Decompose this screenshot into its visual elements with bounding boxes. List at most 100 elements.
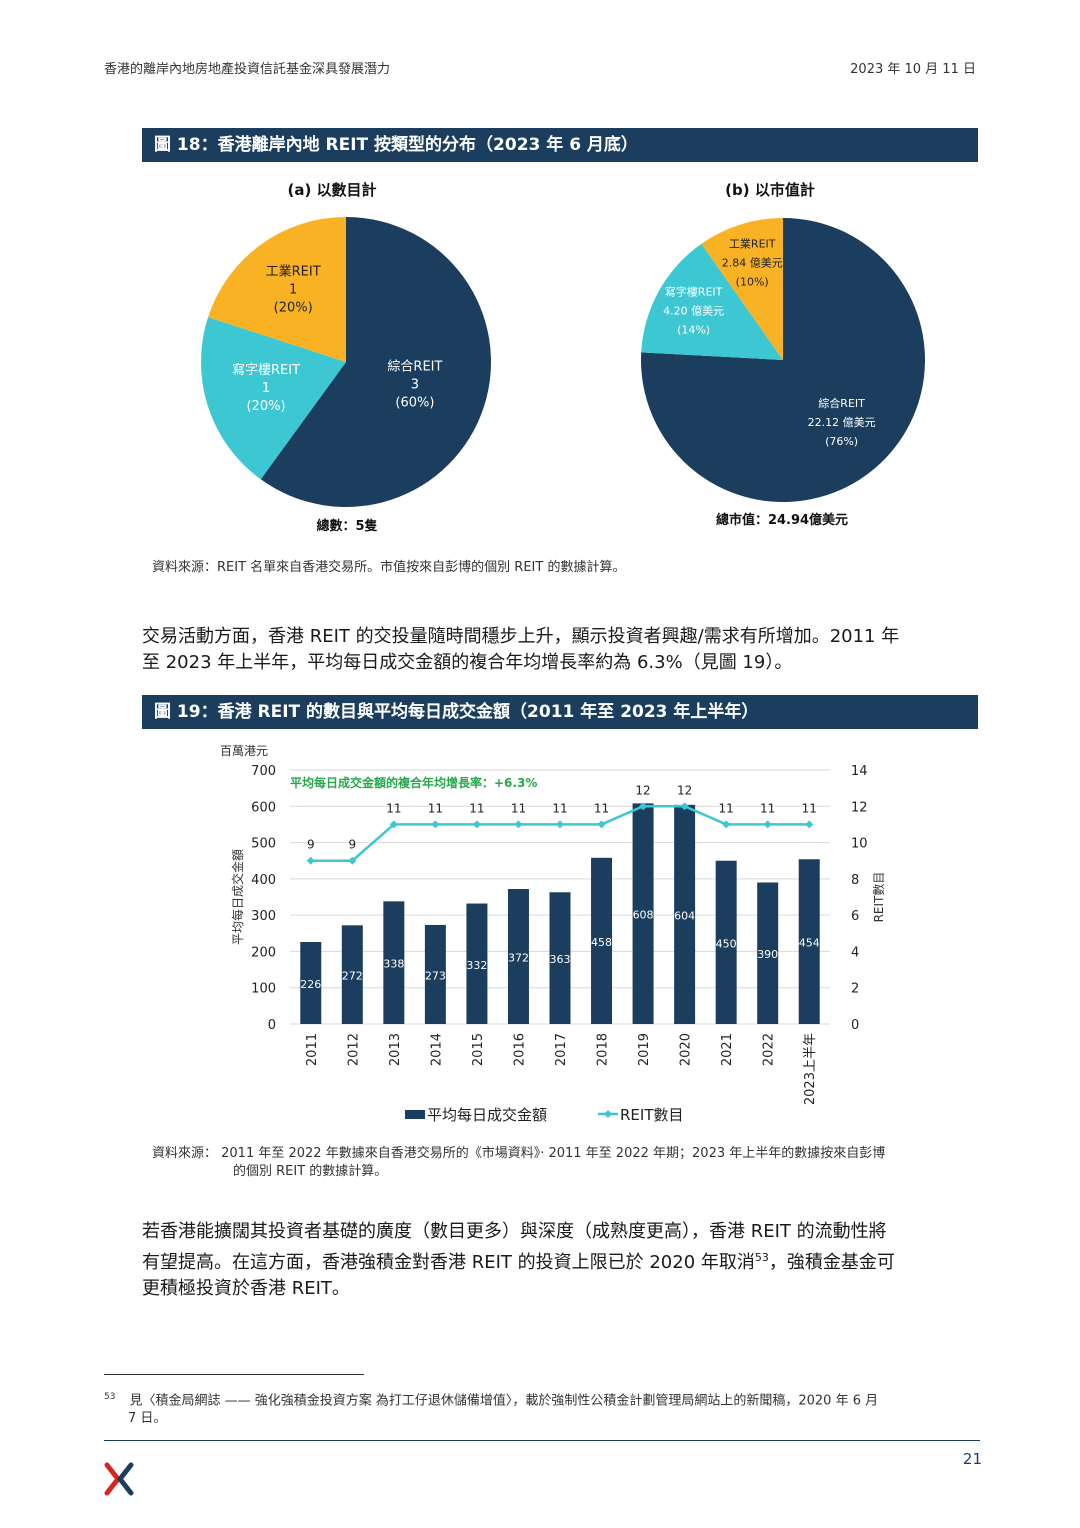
pie-slice <box>701 218 783 360</box>
bar-value-label: 226 <box>300 978 321 991</box>
x-tick-label: 2013 <box>388 1033 403 1066</box>
bar <box>549 892 571 1024</box>
bar <box>757 882 779 1024</box>
pie-slice-label: 4.20 億美元 <box>663 304 724 317</box>
line-point <box>389 820 398 829</box>
x-tick-label: 2021 <box>720 1033 735 1066</box>
pie-slice <box>208 217 346 362</box>
pie-slice-label: (10%) <box>736 276 769 289</box>
y-tick-label: 400 <box>251 873 276 888</box>
pie-slice-label: (20%) <box>246 399 285 414</box>
bar <box>424 924 446 1024</box>
bar-value-label: 332 <box>466 959 487 972</box>
y-right-tick-label: 6 <box>851 909 859 924</box>
pie-slice <box>201 317 346 480</box>
line-point <box>722 820 731 829</box>
paragraph-investor-base: 若香港能擴闊其投資者基礎的廣度（數目更多）與深度（成熟度更高），香港 REIT … <box>142 1219 978 1302</box>
bar-value-label: 458 <box>591 936 612 949</box>
bar <box>591 857 613 1024</box>
figure-18-source: 資料來源：REIT 名單來自香港交易所。市值按來自彭博的個別 REIT 的數據計… <box>152 560 626 575</box>
line-point <box>597 820 606 829</box>
line-point <box>680 802 689 811</box>
page-number: 21 <box>962 1450 982 1468</box>
y-right-tick-label: 10 <box>851 837 868 852</box>
x-tick-label: 2016 <box>512 1033 527 1066</box>
pie-slice-label: (76%) <box>825 435 858 448</box>
bar <box>674 804 696 1024</box>
x-tick-label: 2019 <box>637 1033 652 1066</box>
y-tick-label: 500 <box>251 837 276 852</box>
pie-slice-label: 3 <box>411 377 419 392</box>
bar-value-label: 454 <box>799 937 820 950</box>
source-line: 資料來源： 2011 年至 2022 年數據來自香港交易所的《市場資料》· 20… <box>152 1146 886 1161</box>
footnote: 53 見〈積金局網誌 —— 強化強積金投資方案 為打工仔退休儲備增值〉，載於強制性… <box>104 1388 980 1428</box>
line-point <box>639 802 648 811</box>
y-right-tick-label: 4 <box>851 945 859 960</box>
pie-total: 總市值：24.94億美元 <box>716 512 848 528</box>
line-point <box>805 820 814 829</box>
x-tick-label: 2018 <box>596 1033 611 1066</box>
y-tick-label: 100 <box>251 982 276 997</box>
bar-line-chart-reit-turnover: 百萬港元 0 100 200 300 400 500 600 700 0 2 4 6 8 10 12 14 平均每… <box>220 744 886 1124</box>
line-value-label: 11 <box>386 801 401 815</box>
y-right-axis-label: REIT數目 <box>872 872 886 923</box>
line-point <box>763 820 772 829</box>
paragraph-line: 更積極投資於香港 REIT。 <box>142 1278 350 1299</box>
hkex-logo-icon <box>104 1462 134 1496</box>
footnote-line: 53 見〈積金局網誌 —— 強化強積金投資方案 為打工仔退休儲備增值〉，載於強制性… <box>104 1388 980 1410</box>
bar-value-label: 338 <box>383 958 404 971</box>
pie-slice <box>260 217 491 507</box>
y-tick-label: 200 <box>251 945 276 960</box>
paragraph-text: 有望提高。在這方面，香港強積金對香港 REIT 的投資上限已於 2020 年取消 <box>142 1252 755 1273</box>
figure-19-banner: 圖 19：香港 REIT 的數目與平均每日成交金額（2011 年至 2023 年… <box>142 695 978 729</box>
legend-label: REIT數目 <box>620 1106 684 1124</box>
footnote-reference[interactable]: 53 <box>754 1251 769 1264</box>
pie-slice-label: 綜合REIT <box>818 396 865 410</box>
bar <box>300 941 322 1024</box>
footnote-text: 見〈積金局網誌 —— 強化強積金投資方案 為打工仔退休儲備增值〉，載於強制性公積… <box>129 1393 879 1409</box>
bar-value-label: 372 <box>508 952 529 965</box>
line-value-label: 9 <box>307 838 315 852</box>
line-value-label: 11 <box>760 801 775 815</box>
x-tick-label: 2023上半年 <box>803 1033 818 1105</box>
pie-slice-label: 22.12 億美元 <box>808 416 876 429</box>
line-point <box>514 820 523 829</box>
legend-marker <box>604 1110 612 1118</box>
bar <box>632 803 654 1024</box>
y-right-tick-label: 0 <box>851 1018 859 1033</box>
pie-slice-label: 1 <box>262 381 270 396</box>
pie-title: (a) 以數目計 <box>287 181 376 199</box>
bar <box>715 860 737 1024</box>
footnote-line: 7 日。 <box>128 1411 167 1427</box>
bar-value-label: 450 <box>716 937 737 950</box>
paragraph-line: 至 2023 年上半年，平均每日成交金額的複合年均增長率約為 6.3%（見圖 1… <box>142 652 793 673</box>
line-value-label: 11 <box>511 801 526 815</box>
y-axis-unit: 百萬港元 <box>220 744 268 758</box>
pie-slice-label: 寫字樓REIT <box>232 362 300 378</box>
paragraph-text: ，強積金基金可 <box>768 1252 895 1273</box>
pie-slice-label: (14%) <box>677 323 710 336</box>
legend-swatch-bar <box>405 1110 425 1119</box>
bar <box>383 901 405 1024</box>
line-value-label: 11 <box>802 801 817 815</box>
bar-value-label: 363 <box>550 953 571 966</box>
line-point <box>306 856 315 865</box>
footer-divider <box>104 1440 980 1441</box>
x-tick-label: 2014 <box>429 1033 444 1066</box>
bar-value-label: 604 <box>674 909 695 922</box>
x-tick-label: 2022 <box>762 1033 777 1066</box>
y-tick-label: 600 <box>251 800 276 815</box>
pie-slice-label: (20%) <box>274 300 313 315</box>
footnote-divider <box>104 1374 364 1375</box>
x-tick-label: 2015 <box>471 1033 486 1066</box>
line-value-label: 11 <box>552 801 567 815</box>
x-tick-label: 2020 <box>679 1033 694 1066</box>
document-header-date: 2023 年 10 月 11 日 <box>850 62 976 77</box>
growth-annotation: 平均每日成交金額的複合年均增長率：+6.3% <box>290 775 537 790</box>
bar <box>341 925 363 1024</box>
line-point <box>431 820 440 829</box>
paragraph-line: 若香港能擴闊其投資者基礎的廣度（數目更多）與深度（成熟度更高），香港 REIT … <box>142 1221 887 1242</box>
x-tick-label: 2011 <box>305 1033 320 1066</box>
